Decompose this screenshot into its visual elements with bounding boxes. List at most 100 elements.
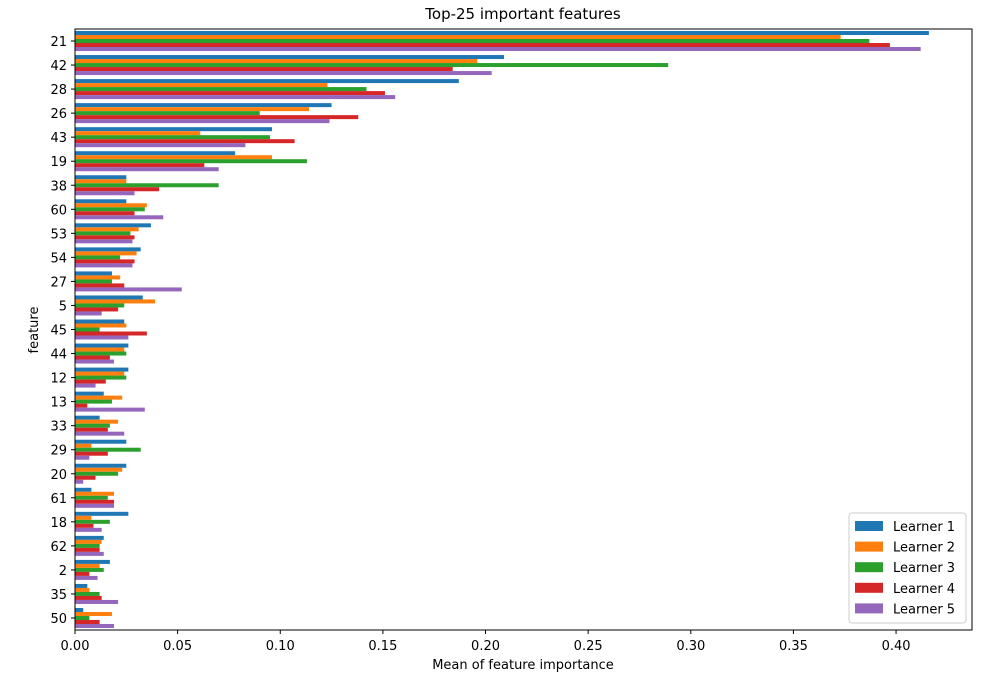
x-tick-label: 0.40 bbox=[882, 639, 911, 654]
bar-27-learner-1 bbox=[75, 271, 112, 276]
legend-swatch bbox=[855, 603, 883, 614]
bar-12-learner-2 bbox=[75, 371, 125, 376]
bar-35-learner-3 bbox=[75, 591, 100, 596]
bar-35-learner-4 bbox=[75, 595, 102, 600]
y-tick-label: 43 bbox=[50, 131, 67, 146]
bar-62-learner-1 bbox=[75, 535, 104, 540]
bar-44-learner-3 bbox=[75, 351, 127, 356]
bar-5-learner-2 bbox=[75, 299, 156, 304]
y-tick-label: 35 bbox=[50, 588, 67, 603]
bar-29-learner-1 bbox=[75, 439, 127, 444]
bar-54-learner-1 bbox=[75, 247, 141, 252]
plot-area bbox=[75, 31, 929, 628]
bar-42-learner-2 bbox=[75, 59, 478, 64]
bar-62-learner-2 bbox=[75, 539, 102, 544]
bar-29-learner-3 bbox=[75, 447, 141, 452]
bar-50-learner-1 bbox=[75, 608, 84, 612]
bar-21-learner-1 bbox=[75, 31, 929, 35]
y-tick-label: 61 bbox=[50, 492, 67, 507]
bar-19-learner-2 bbox=[75, 155, 273, 160]
bar-27-learner-3 bbox=[75, 279, 112, 284]
bar-53-learner-2 bbox=[75, 227, 139, 232]
bar-29-learner-2 bbox=[75, 443, 92, 448]
bar-62-learner-4 bbox=[75, 547, 100, 552]
bar-20-learner-2 bbox=[75, 467, 123, 472]
bar-42-learner-1 bbox=[75, 55, 504, 60]
bar-33-learner-5 bbox=[75, 431, 125, 436]
bar-60-learner-3 bbox=[75, 207, 145, 212]
bar-54-learner-2 bbox=[75, 251, 137, 256]
bar-2-learner-1 bbox=[75, 559, 110, 564]
y-tick-label: 27 bbox=[50, 275, 67, 290]
bar-13-learner-5 bbox=[75, 407, 145, 412]
bar-50-learner-5 bbox=[75, 624, 114, 628]
bar-21-learner-5 bbox=[75, 47, 921, 51]
y-tick-label: 45 bbox=[50, 324, 67, 339]
bar-54-learner-3 bbox=[75, 255, 121, 260]
y-tick-label: 26 bbox=[50, 107, 67, 122]
x-tick-label: 0.25 bbox=[574, 639, 603, 654]
bar-50-learner-2 bbox=[75, 612, 112, 616]
bar-29-learner-4 bbox=[75, 451, 108, 456]
bar-43-learner-3 bbox=[75, 135, 270, 140]
legend-swatch bbox=[855, 582, 883, 593]
bar-12-learner-4 bbox=[75, 379, 106, 384]
bar-28-learner-2 bbox=[75, 83, 328, 88]
bar-21-learner-2 bbox=[75, 35, 841, 39]
y-tick-label: 42 bbox=[50, 59, 67, 74]
bar-60-learner-2 bbox=[75, 203, 147, 208]
bar-19-learner-5 bbox=[75, 167, 219, 172]
x-tick-label: 0.15 bbox=[368, 639, 397, 654]
bar-35-learner-5 bbox=[75, 599, 119, 604]
x-axis-title: Mean of feature importance bbox=[432, 658, 614, 673]
bar-35-learner-2 bbox=[75, 587, 90, 592]
bar-38-learner-5 bbox=[75, 191, 135, 196]
bar-38-learner-2 bbox=[75, 179, 127, 184]
legend-label: Learner 2 bbox=[893, 541, 955, 556]
bar-12-learner-3 bbox=[75, 375, 127, 380]
bar-53-learner-5 bbox=[75, 239, 133, 244]
y-axis: 21 42 28 26 43 19 38 60 53 54 27 5 45 44 12 13 33 29 20 61 1… bbox=[50, 35, 75, 627]
bar-19-learner-4 bbox=[75, 163, 205, 168]
bar-44-learner-1 bbox=[75, 343, 129, 348]
legend-swatch bbox=[855, 541, 883, 552]
legend-label: Learner 5 bbox=[893, 602, 955, 617]
y-tick-label: 44 bbox=[50, 348, 67, 363]
bar-2-learner-4 bbox=[75, 571, 90, 576]
bar-61-learner-4 bbox=[75, 499, 114, 504]
x-axis: 0.00 0.05 0.10 0.15 0.20 0.25 0.30 0.35 0.40 bbox=[61, 630, 911, 654]
x-tick-label: 0.30 bbox=[676, 639, 705, 654]
legend-box bbox=[848, 512, 967, 624]
y-tick-label: 2 bbox=[59, 564, 67, 579]
bar-5-learner-4 bbox=[75, 307, 119, 312]
y-tick-label: 50 bbox=[50, 612, 67, 627]
bar-45-learner-4 bbox=[75, 331, 147, 336]
bar-20-learner-1 bbox=[75, 463, 127, 468]
bar-44-learner-5 bbox=[75, 359, 114, 364]
y-axis-title: feature bbox=[27, 307, 42, 354]
bar-62-learner-5 bbox=[75, 551, 104, 556]
y-tick-label: 28 bbox=[50, 83, 67, 98]
bar-53-learner-4 bbox=[75, 235, 135, 240]
bar-53-learner-1 bbox=[75, 223, 151, 228]
bar-38-learner-3 bbox=[75, 183, 219, 188]
bar-20-learner-5 bbox=[75, 479, 84, 484]
bar-26-learner-4 bbox=[75, 115, 359, 120]
y-tick-label: 60 bbox=[50, 203, 67, 218]
y-tick-label: 19 bbox=[50, 155, 67, 170]
bar-26-learner-5 bbox=[75, 119, 330, 124]
bar-21-learner-4 bbox=[75, 43, 890, 47]
bar-50-learner-4 bbox=[75, 620, 100, 624]
legend: Learner 1 Learner 2 Learner 3 Learner 4 Lear… bbox=[848, 512, 967, 624]
bar-26-learner-1 bbox=[75, 103, 332, 108]
bar-13-learner-1 bbox=[75, 391, 104, 396]
bar-45-learner-2 bbox=[75, 323, 127, 328]
legend-label: Learner 1 bbox=[893, 520, 955, 535]
bar-54-learner-4 bbox=[75, 259, 135, 264]
bar-45-learner-1 bbox=[75, 319, 125, 324]
y-tick-label: 29 bbox=[50, 444, 67, 459]
bar-43-learner-1 bbox=[75, 127, 273, 132]
bar-2-learner-2 bbox=[75, 563, 100, 568]
x-tick-label: 0.00 bbox=[61, 639, 90, 654]
